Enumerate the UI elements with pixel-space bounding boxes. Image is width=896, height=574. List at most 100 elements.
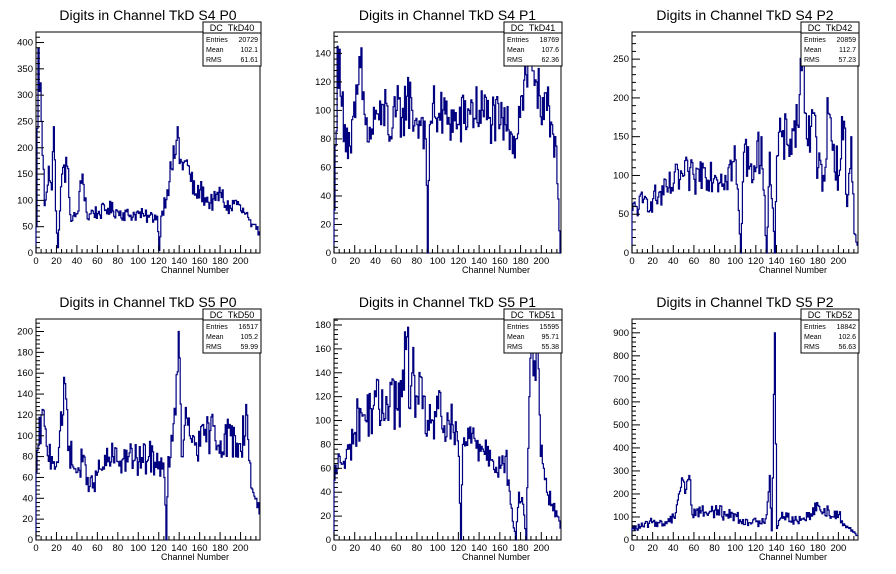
x-tick-label: 20 (51, 543, 62, 554)
stats-name: DC_TkD50 (210, 310, 255, 320)
y-tick-label: 100 (17, 195, 33, 206)
stats-label-entries: Entries (804, 324, 826, 331)
stats-box: DC_TkD50 Entries 16517 Mean 105.2 RMS 59.99 (202, 308, 262, 354)
x-tick-label: 140 (471, 256, 487, 267)
x-tick-label: 40 (668, 543, 679, 554)
stats-name: DC_TkD52 (808, 310, 853, 320)
x-tick-label: 120 (151, 256, 167, 267)
stats-label-mean: Mean (507, 334, 525, 341)
y-tick-label: 200 (17, 143, 33, 154)
x-tick-label: 40 (72, 543, 83, 554)
y-tick-label: 400 (613, 443, 629, 454)
y-tick-label: 300 (17, 90, 33, 101)
y-tick-label: 160 (17, 368, 33, 379)
y-tick-label: 180 (315, 320, 331, 331)
histogram-panel-2: Digits in Channel TkD S4 P2 0 20 40 60 80 100 1… (613, 7, 860, 275)
x-tick-label: 100 (130, 543, 146, 554)
stats-box-frame (202, 21, 262, 67)
y-tick-label: 0 (624, 535, 629, 546)
x-tick-label: 20 (647, 543, 658, 554)
y-tick-label: 0 (326, 248, 331, 259)
y-tick-label: 60 (22, 472, 33, 483)
y-tick-label: 250 (613, 54, 629, 65)
stats-value-mean: 105.2 (240, 334, 258, 341)
x-axis-label: Channel Number (462, 552, 530, 562)
x-tick-label: 140 (171, 543, 187, 554)
histogram-panel-5: Digits in Channel TkD S5 P2 0 20 40 60 80 100 1… (613, 294, 860, 562)
x-tick-label: 80 (113, 256, 124, 267)
stats-value-rms: 61.61 (240, 57, 258, 64)
histogram-panel-3: Digits in Channel TkD S5 P0 0 20 40 60 80 100 1… (17, 294, 262, 562)
stats-name: DC_TkD42 (808, 23, 853, 33)
stats-label-entries: Entries (206, 37, 228, 44)
x-axis-label: Channel Number (161, 552, 229, 562)
x-tick-label: 0 (331, 543, 336, 554)
stats-label-rms: RMS (804, 344, 820, 351)
stats-label-rms: RMS (206, 57, 222, 64)
x-tick-label: 60 (391, 543, 402, 554)
stats-label-entries: Entries (507, 324, 529, 331)
stats-label-entries: Entries (804, 37, 826, 44)
y-tick-label: 100 (613, 512, 629, 523)
x-tick-label: 100 (727, 543, 743, 554)
stats-value-entries: 18842 (837, 324, 857, 331)
stats-label-mean: Mean (804, 47, 822, 54)
stats-value-mean: 107.6 (541, 47, 559, 54)
panel-title: Digits in Channel TkD S5 P0 (59, 294, 236, 310)
x-tick-label: 180 (513, 256, 529, 267)
x-tick-label: 140 (171, 256, 187, 267)
histogram-series (631, 43, 858, 254)
y-tick-label: 50 (618, 209, 629, 220)
stats-value-entries: 16517 (239, 324, 259, 331)
x-tick-label: 20 (349, 256, 360, 267)
y-tick-label: 60 (320, 463, 331, 474)
stats-value-entries: 18769 (540, 37, 560, 44)
panel-title: Digits in Channel TkD S5 P1 (359, 294, 536, 310)
stats-name: DC_TkD51 (511, 310, 556, 320)
x-tick-label: 120 (748, 256, 764, 267)
y-tick-label: 900 (613, 328, 629, 339)
x-tick-label: 100 (130, 256, 146, 267)
stats-value-mean: 112.7 (839, 47, 856, 54)
x-tick-label: 0 (629, 256, 634, 267)
plot-frame (631, 31, 859, 254)
y-tick-label: 150 (613, 132, 629, 143)
y-tick-label: 200 (613, 489, 629, 500)
panel-title: Digits in Channel TkD S4 P1 (359, 7, 536, 23)
histogram-series (631, 332, 858, 540)
panel-title: Digits in Channel TkD S4 P0 (59, 7, 236, 23)
stats-label-mean: Mean (206, 47, 224, 54)
plot-frame (333, 318, 562, 541)
y-tick-label: 300 (613, 466, 629, 477)
y-tick-label: 80 (320, 134, 331, 145)
stats-value-mean: 95.71 (541, 334, 559, 341)
stats-value-rms: 56.63 (838, 344, 856, 351)
x-tick-label: 0 (33, 256, 38, 267)
stats-label-mean: Mean (206, 334, 224, 341)
stats-label-rms: RMS (507, 57, 523, 64)
stats-name: DC_TkD40 (210, 23, 255, 33)
x-tick-label: 180 (810, 256, 826, 267)
y-tick-label: 80 (320, 439, 331, 450)
stats-box: DC_TkD51 Entries 15595 Mean 95.71 RMS 55.38 (503, 308, 563, 354)
x-tick-label: 160 (789, 256, 805, 267)
x-tick-label: 0 (331, 256, 336, 267)
stats-box-frame (800, 21, 860, 67)
stats-label-mean: Mean (507, 47, 525, 54)
x-tick-label: 80 (113, 543, 124, 554)
x-tick-label: 100 (727, 256, 743, 267)
x-tick-label: 60 (689, 256, 700, 267)
x-tick-label: 100 (430, 256, 446, 267)
x-tick-label: 60 (92, 543, 103, 554)
x-tick-label: 0 (33, 543, 38, 554)
histogram-series (333, 318, 561, 541)
y-tick-label: 120 (315, 392, 331, 403)
stats-box: DC_TkD42 Entries 20859 Mean 112.7 RMS 57.23 (800, 21, 860, 67)
x-tick-label: 120 (748, 543, 764, 554)
x-tick-label: 120 (450, 256, 466, 267)
x-tick-label: 200 (233, 256, 249, 267)
x-tick-label: 40 (72, 256, 83, 267)
x-tick-label: 20 (647, 256, 658, 267)
x-tick-label: 140 (471, 543, 487, 554)
x-tick-label: 160 (192, 256, 208, 267)
